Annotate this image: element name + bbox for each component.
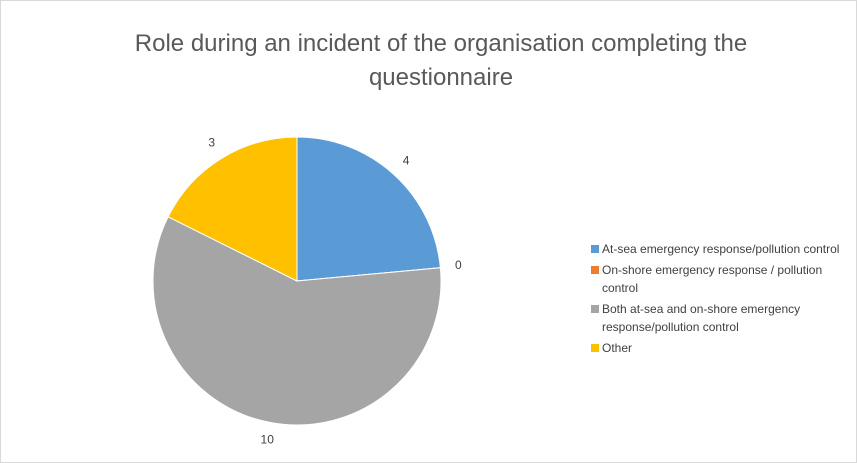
legend-swatch xyxy=(591,344,599,352)
chart-title: Role during an incident of the organisat… xyxy=(134,30,748,91)
legend-swatch xyxy=(591,245,599,253)
data-label: 3 xyxy=(208,135,215,149)
pie-slice xyxy=(152,216,442,426)
legend-item: On-shore emergency response / pollution … xyxy=(591,261,856,297)
legend: At-sea emergency response/pollution cont… xyxy=(591,240,856,360)
data-label: 4 xyxy=(403,153,410,167)
legend-swatch xyxy=(591,266,599,274)
legend-item: Both at-sea and on-shore emergency respo… xyxy=(591,300,856,336)
pie-slice xyxy=(167,136,298,282)
legend-label: At-sea emergency response/pollution cont… xyxy=(602,242,840,256)
legend-swatch xyxy=(591,305,599,313)
pie-slice xyxy=(296,136,441,282)
legend-label: Both at-sea and on-shore emergency respo… xyxy=(602,302,801,334)
data-label: 0 xyxy=(455,258,462,272)
legend-label: Other xyxy=(602,341,633,355)
legend-item: Other xyxy=(591,339,856,357)
data-label: 10 xyxy=(261,432,275,446)
legend-item: At-sea emergency response/pollution cont… xyxy=(591,240,856,258)
legend-label: On-shore emergency response / pollution … xyxy=(602,263,823,295)
